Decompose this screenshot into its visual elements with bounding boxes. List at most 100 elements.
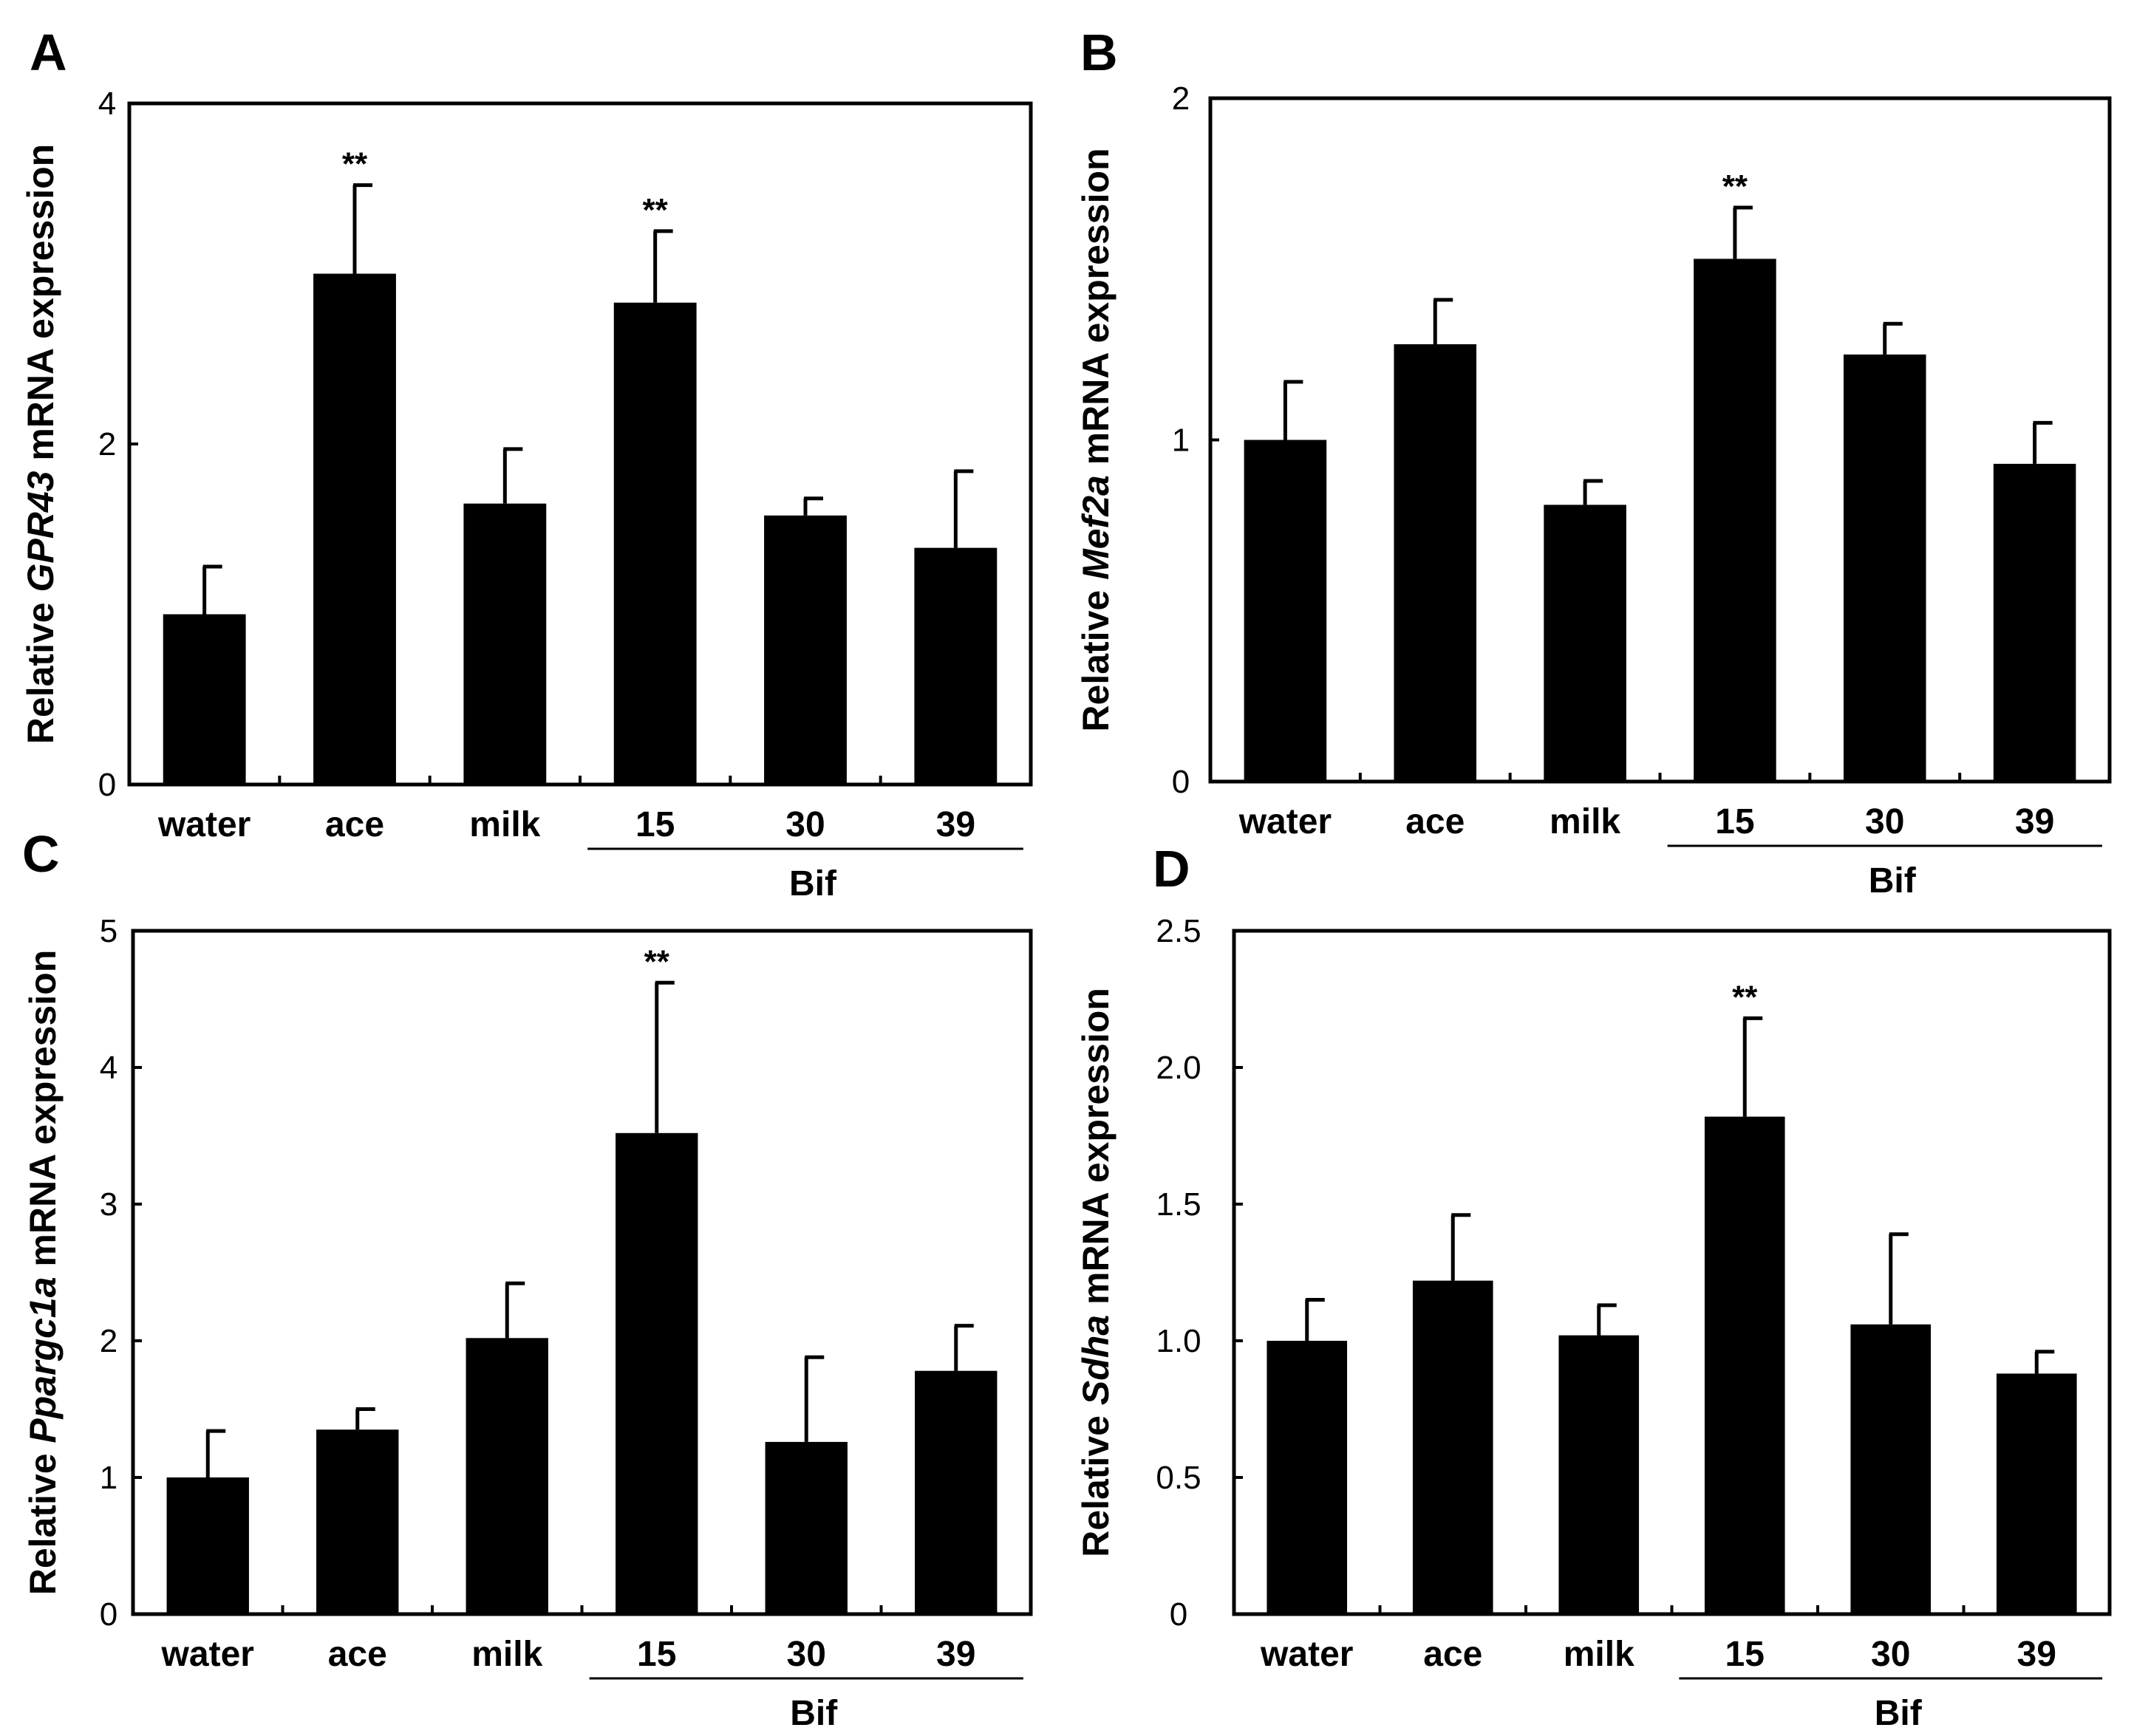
x-tick-label: water (1260, 1635, 1353, 1674)
group-label: Bif (789, 864, 837, 903)
bar-milk (463, 503, 547, 785)
y-tick-label: 4 (100, 1050, 117, 1086)
bar-ace (1412, 1280, 1493, 1614)
y-tick-label: 4 (98, 86, 116, 122)
x-tick-label: 39 (936, 1635, 975, 1674)
bar-39 (914, 547, 998, 785)
x-tick-label: 30 (1871, 1635, 1910, 1674)
significance-label: ** (644, 943, 670, 980)
x-tick-label: 30 (785, 805, 825, 844)
y-axis-label-gene: Mef2a (1075, 475, 1117, 580)
bar-ace (1394, 344, 1477, 782)
bar-milk (1558, 1335, 1640, 1614)
x-tick-label: 30 (1865, 802, 1904, 841)
significance-label: ** (1722, 168, 1748, 205)
y-axis-label: Relative GPR43 mRNA expression (20, 144, 61, 744)
bar-water (1244, 440, 1327, 782)
y-axis-label-prefix: Relative (22, 1443, 64, 1596)
y-axis-label: Relative Mef2a mRNA expression (1075, 148, 1117, 731)
bar-39 (915, 1370, 998, 1614)
bar-ace (316, 1429, 399, 1614)
bar-39 (1996, 1373, 2077, 1614)
y-axis-label-gene: Ppargc1a (22, 1277, 64, 1443)
y-tick-label: 2.5 (1156, 913, 1201, 949)
y-tick-label: 1 (1172, 423, 1190, 459)
bar-15 (613, 302, 697, 785)
y-tick-label: 0.5 (1156, 1460, 1201, 1496)
bar-39 (1993, 463, 2076, 782)
bar-30 (1843, 354, 1926, 782)
bar-15 (1694, 259, 1776, 782)
x-tick-label: 15 (1715, 802, 1754, 841)
y-axis-label-suffix: mRNA expression (20, 144, 61, 471)
y-tick-label: 2 (1172, 81, 1190, 117)
x-tick-label: water (161, 1635, 254, 1674)
bar-milk (466, 1338, 548, 1614)
x-tick-label: 39 (936, 805, 975, 844)
y-tick-label: 3 (100, 1186, 117, 1223)
y-tick-label: 1.5 (1156, 1186, 1201, 1223)
y-tick-label: 2 (100, 1323, 117, 1359)
y-axis-label-suffix: mRNA expression (22, 950, 64, 1277)
x-tick-label: ace (1405, 802, 1465, 841)
group-label: Bif (1875, 1694, 1923, 1733)
y-tick-label: 2.0 (1156, 1050, 1201, 1086)
panel-b: B 0 1 2 water ace milk ** 15 30 39 Bif Relative Mef2… (1075, 24, 2112, 901)
y-axis-label-prefix: Relative (1075, 580, 1117, 732)
bar-30 (765, 1441, 848, 1614)
y-axis-label-gene: Sdha (1075, 1315, 1117, 1405)
bar-15 (1704, 1116, 1785, 1614)
group-label: Bif (1869, 861, 1917, 901)
y-axis-label: Relative Ppargc1a mRNA expression (22, 950, 64, 1596)
panel-a: A 0 2 4 water ** ace milk ** 15 30 39 Bif Relative GP… (20, 24, 1033, 903)
x-tick-label: ace (328, 1635, 387, 1674)
significance-label: ** (1732, 979, 1758, 1015)
x-tick-label: 39 (2017, 1635, 2056, 1674)
x-tick-label: 15 (637, 1635, 676, 1674)
panel-letter: D (1153, 840, 1190, 898)
plot-frame (1208, 96, 2112, 784)
x-tick-label: ace (325, 805, 384, 844)
bar-water (166, 1477, 249, 1614)
bar-ace (313, 273, 396, 785)
plot-frame (131, 929, 1033, 1616)
group-label: Bif (790, 1694, 838, 1733)
panel-c: C 0 1 2 3 4 5 water ace milk ** 15 30 39 Bif Relative P… (22, 825, 1033, 1733)
x-tick-label: 15 (1725, 1635, 1765, 1674)
x-tick-label: 15 (635, 805, 675, 844)
y-axis-label-prefix: Relative (20, 592, 61, 745)
bar-30 (1850, 1324, 1932, 1614)
x-tick-label: water (1238, 802, 1332, 841)
y-tick-label: 0 (100, 1596, 117, 1633)
x-tick-label: 30 (787, 1635, 826, 1674)
x-tick-label: milk (1564, 1635, 1634, 1674)
y-tick-label: 0 (1172, 764, 1190, 800)
y-tick-label: 1 (100, 1460, 117, 1496)
bar-water (163, 614, 246, 785)
x-tick-label: milk (471, 1635, 542, 1674)
panel-letter: B (1080, 24, 1118, 81)
y-tick-label: 2 (98, 426, 116, 462)
bar-milk (1544, 505, 1626, 782)
x-tick-label: water (157, 805, 250, 844)
bar-water (1267, 1341, 1348, 1614)
y-axis-label-suffix: mRNA expression (1075, 148, 1117, 475)
x-tick-label: milk (1550, 802, 1620, 841)
y-tick-label: 0 (98, 767, 116, 803)
y-axis-label-gene: GPR43 (20, 471, 61, 592)
plot-frame (1232, 929, 2112, 1616)
y-tick-label: 5 (100, 913, 117, 949)
significance-label: ** (342, 146, 368, 182)
y-tick-label: 1.0 (1156, 1323, 1201, 1359)
bar-30 (764, 515, 847, 785)
panel-d: D 0 0.5 1.0 1.5 2.0 2.5 water ace milk ** 15 30 39 Bif… (1075, 840, 2112, 1733)
panel-letter: A (30, 24, 67, 81)
significance-label: ** (643, 192, 669, 228)
x-tick-label: 39 (2015, 802, 2054, 841)
x-tick-label: milk (469, 805, 540, 844)
panel-letter: C (22, 825, 60, 883)
bar-15 (616, 1132, 698, 1614)
y-axis-label-suffix: mRNA expression (1075, 988, 1117, 1315)
x-tick-label: ace (1423, 1635, 1482, 1674)
